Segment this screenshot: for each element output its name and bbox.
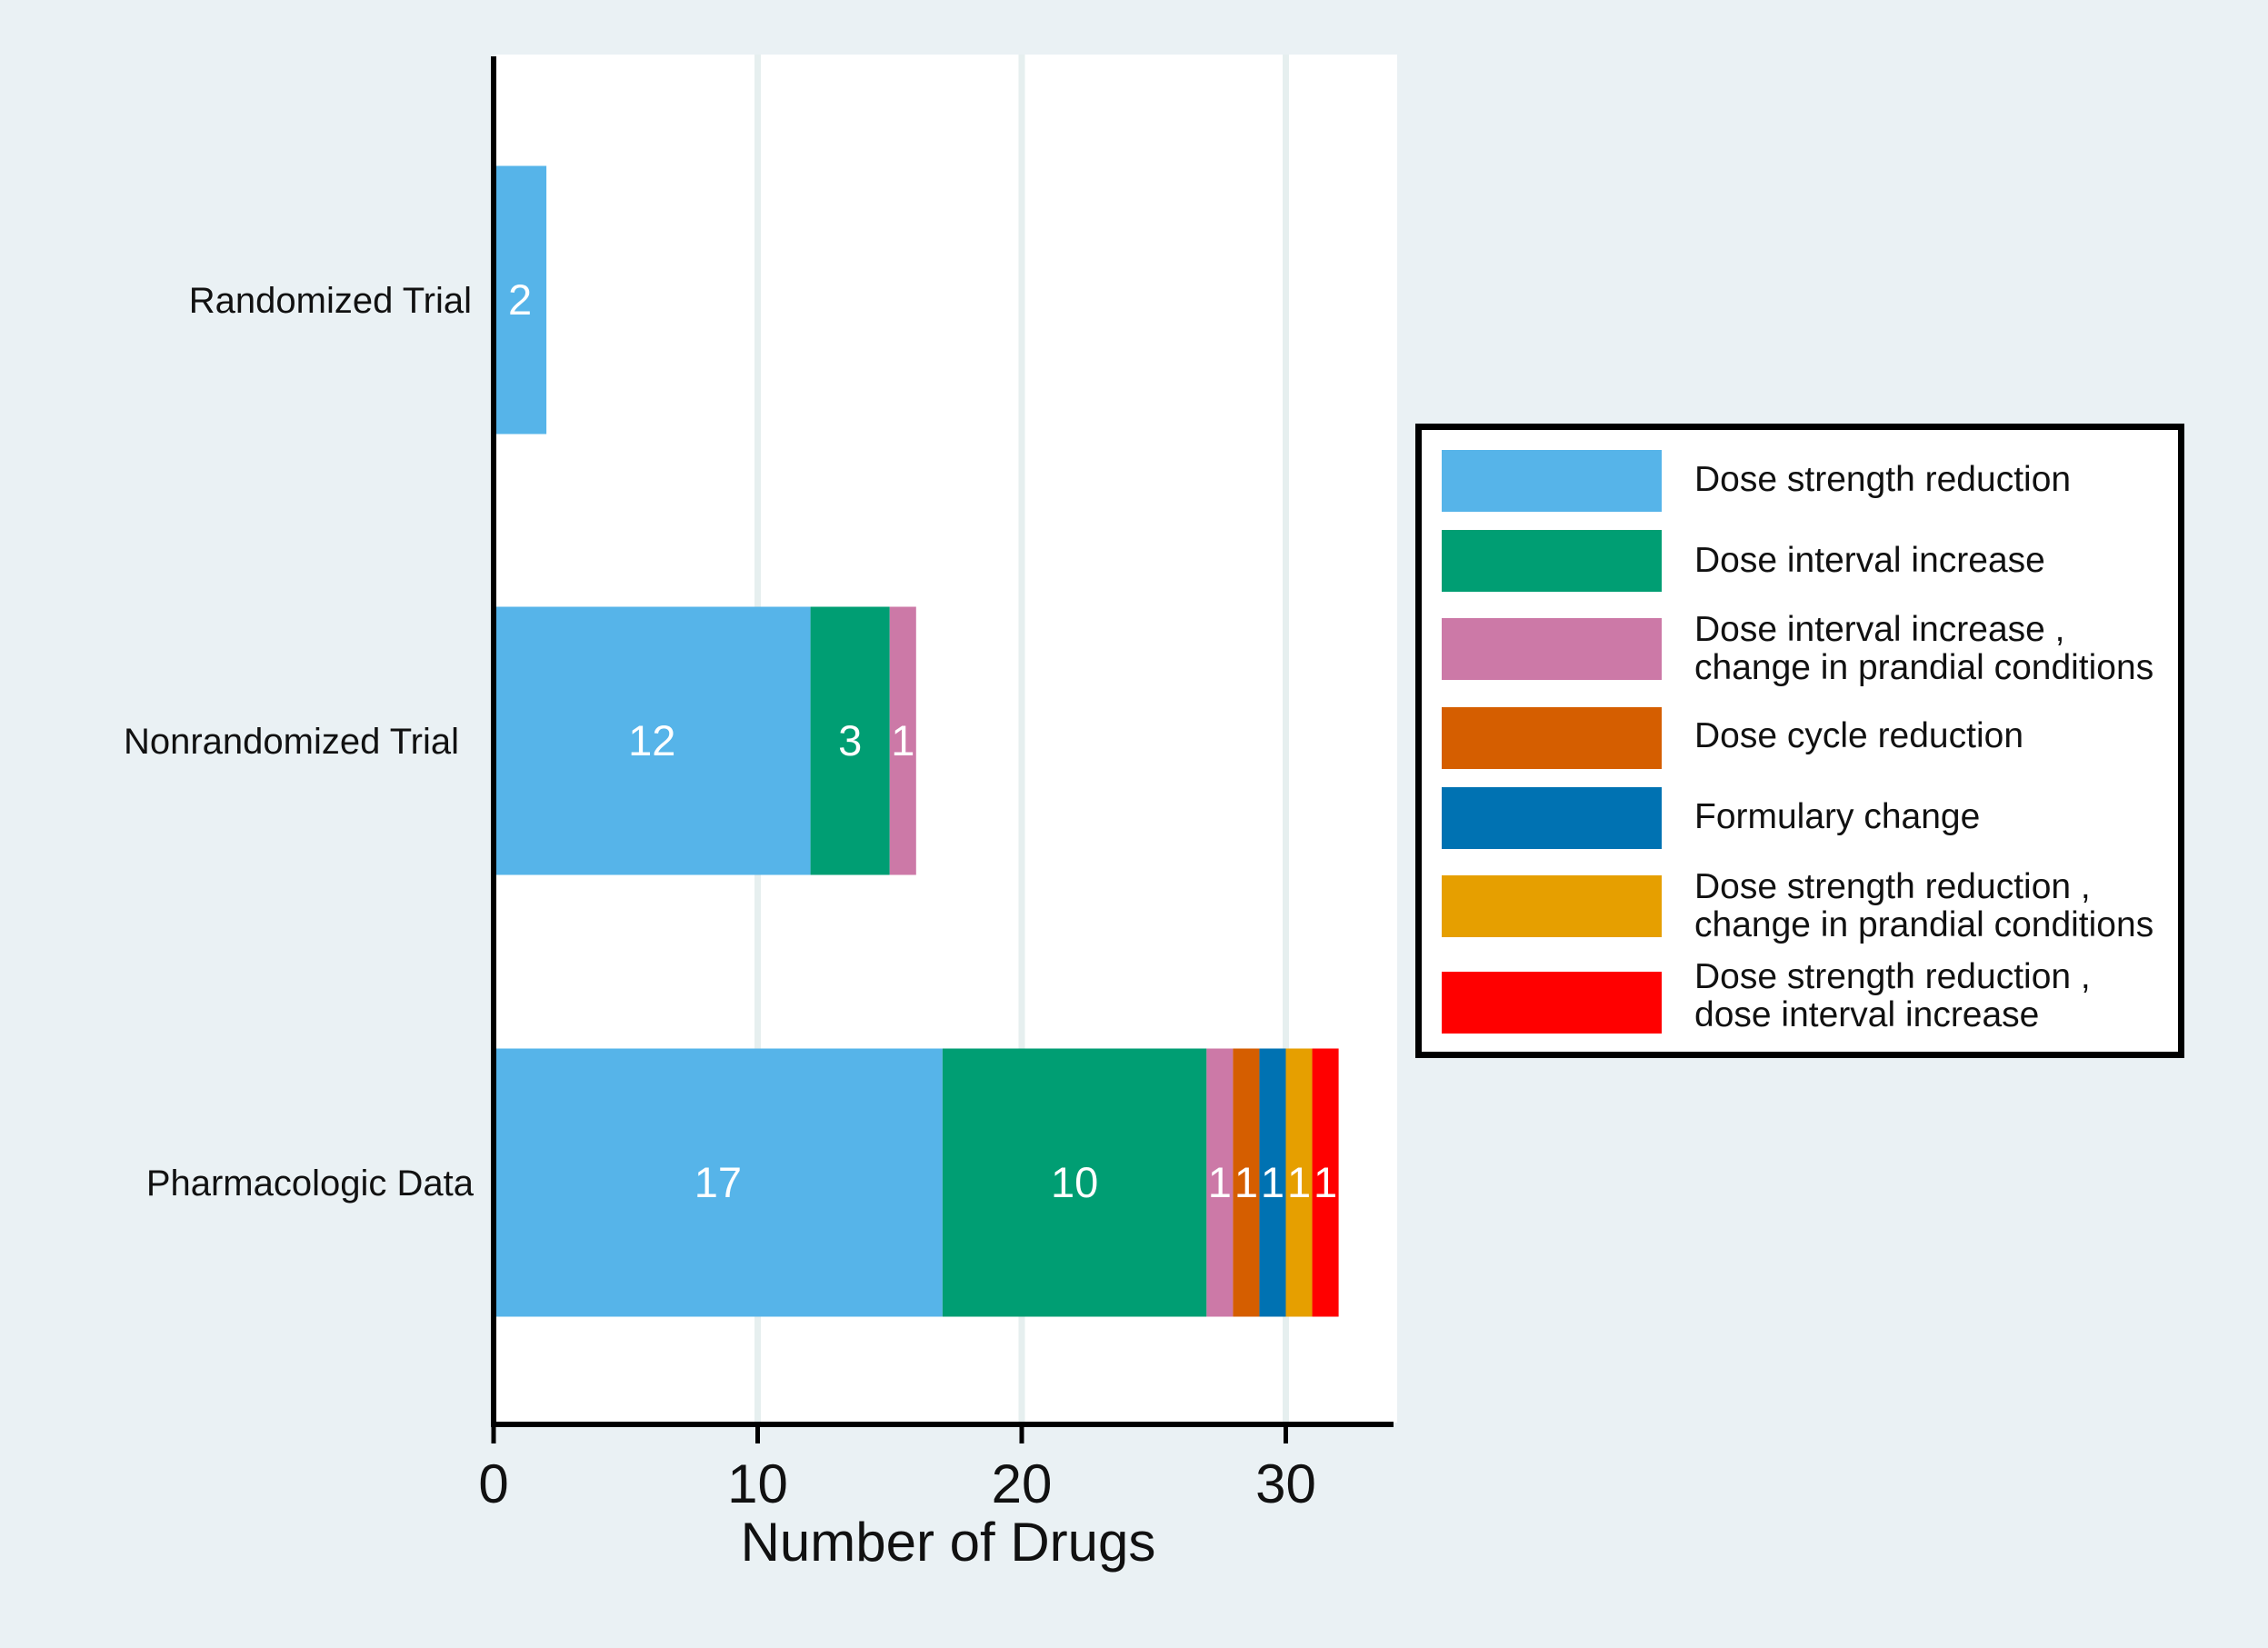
bar-segment bbox=[1285, 1048, 1313, 1317]
legend-label: Dose interval increase bbox=[1694, 541, 2045, 580]
bar-value-label: 1 bbox=[1208, 1158, 1232, 1206]
bar-value-label: 1 bbox=[1234, 1158, 1258, 1206]
bar-segment bbox=[494, 606, 811, 875]
bar-value-label: 10 bbox=[1051, 1158, 1098, 1206]
bar-segment bbox=[1206, 1048, 1234, 1317]
bar-value-label: 1 bbox=[891, 716, 914, 764]
legend-swatch bbox=[1442, 530, 1662, 592]
bar-value-label: 1 bbox=[1287, 1158, 1311, 1206]
legend-label: Dose strength reduction , dose interval … bbox=[1694, 957, 2091, 1034]
bar-segment bbox=[1259, 1048, 1286, 1317]
legend-label: Dose cycle reduction bbox=[1694, 716, 2024, 755]
x-tick-label: 10 bbox=[727, 1453, 788, 1514]
legend: Dose strength reduction Dose interval in… bbox=[1415, 424, 2184, 1058]
x-tick-label: 30 bbox=[1255, 1453, 1316, 1514]
y-category-label: Pharmacologic Data bbox=[146, 1164, 475, 1204]
legend-label: Dose interval increase , change in prand… bbox=[1694, 610, 2154, 687]
bar-segment bbox=[942, 1048, 1207, 1317]
x-ticks: 0 10 20 30 bbox=[478, 1424, 1316, 1514]
bar-value-label: 2 bbox=[508, 275, 532, 324]
legend-swatch bbox=[1442, 787, 1662, 849]
legend-label: Dose strength reduction bbox=[1694, 460, 2072, 499]
legend-swatch bbox=[1442, 618, 1662, 680]
bar-segment bbox=[810, 606, 890, 875]
legend-swatch bbox=[1442, 707, 1662, 769]
bar-segment bbox=[1233, 1048, 1260, 1317]
x-tick-label: 20 bbox=[992, 1453, 1053, 1514]
legend-label: Formulary change bbox=[1694, 797, 1981, 836]
y-category-label: Nonrandomized Trial bbox=[124, 722, 459, 762]
bar-segment bbox=[1312, 1048, 1339, 1317]
bar-value-label: 17 bbox=[694, 1158, 742, 1206]
bar-labels: 212 3 117 10 1 1 1 1 1 bbox=[508, 275, 1337, 1206]
bars bbox=[494, 165, 1339, 1317]
legend-swatch bbox=[1442, 450, 1662, 512]
bar-value-label: 12 bbox=[628, 716, 675, 764]
x-tick-label: 0 bbox=[478, 1453, 508, 1514]
y-category-label: Randomized Trial bbox=[189, 281, 472, 321]
bar-segment bbox=[494, 165, 547, 434]
bar-value-label: 3 bbox=[838, 716, 862, 764]
y-category-labels: Randomized Trial Nonrandomized Trial Pharm… bbox=[124, 281, 475, 1204]
bar-value-label: 1 bbox=[1261, 1158, 1284, 1206]
bar-segment bbox=[889, 606, 916, 875]
x-axis-label: Number of Drugs bbox=[741, 1512, 1156, 1573]
legend-label: Dose strength reduction , change in pran… bbox=[1694, 867, 2154, 944]
bar-segment bbox=[494, 1048, 943, 1317]
legend-swatch bbox=[1442, 972, 1662, 1034]
bar-value-label: 1 bbox=[1314, 1158, 1337, 1206]
legend-swatch bbox=[1442, 875, 1662, 937]
